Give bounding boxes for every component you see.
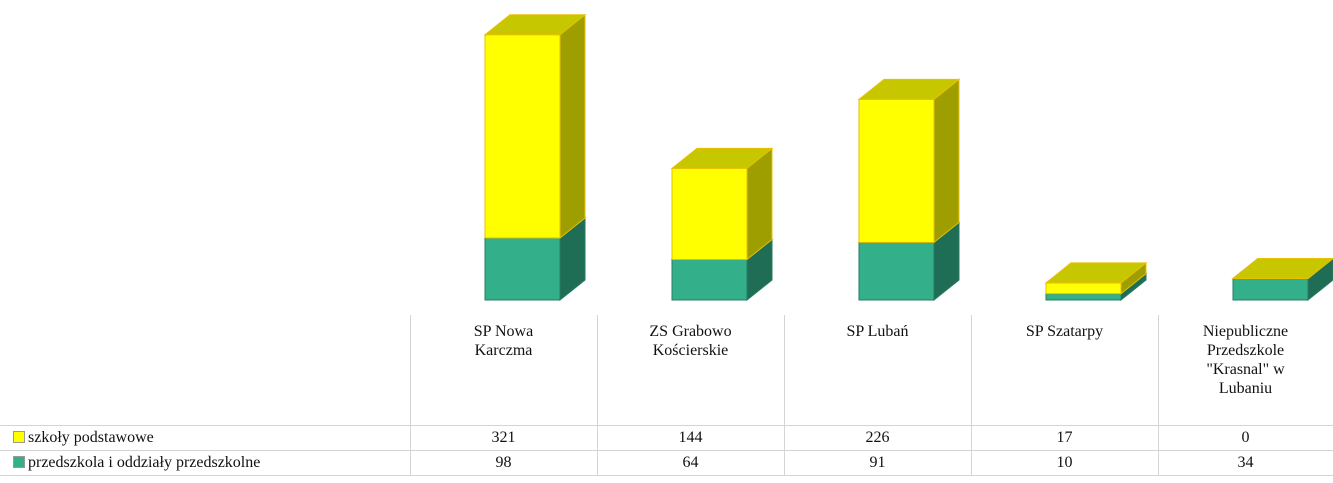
bar-side [933,78,960,244]
legend-swatch [13,456,25,468]
bar-side [559,13,586,240]
table-value: 34 [1237,454,1254,471]
table-line [0,450,1333,451]
table-value: 10 [1056,454,1073,471]
table-value: 91 [869,454,886,471]
legend-swatch [13,431,25,443]
category-text: SP Lubań [846,323,909,340]
bar-front [858,98,935,243]
bar-front [671,258,748,301]
table-line [597,315,598,475]
bar-top [483,14,587,36]
bar-top [670,147,774,169]
category-text: SP Szatarpy [1025,323,1104,340]
legend-entry: przedszkola i oddziały przedszkolne [12,453,260,472]
table-line [971,315,972,475]
bar-top [1231,257,1333,279]
table-value: 144 [678,429,703,446]
category-text: ZS Grabowo Kościerskie [649,323,732,359]
table-value: 98 [495,454,512,471]
bar-front [484,34,561,239]
category-label: SP Lubań [784,322,971,341]
table-line [410,315,411,475]
table-value: 64 [682,454,699,471]
table-line [784,315,785,475]
legend-entry: szkoły podstawowe [12,428,154,447]
bar-top [857,78,961,100]
table-value: 0 [1241,429,1250,446]
table-line [0,475,1333,476]
bar-front [1045,282,1122,295]
category-text: Niepubliczne Przedszkole "Krasnal" w Lub… [1202,323,1289,397]
category-label: ZS Grabowo Kościerskie [597,322,784,360]
table-value: 226 [865,429,890,446]
table-line [1158,315,1159,475]
bar-front [858,241,935,301]
category-label: Niepubliczne Przedszkole "Krasnal" w Lub… [1158,322,1333,398]
category-label: SP Szatarpy [971,322,1158,341]
bar-top [1044,262,1148,284]
bar-front [484,237,561,301]
legend-text: przedszkola i oddziały przedszkolne [28,454,261,471]
table-line [0,425,1333,426]
bar-front [1232,277,1309,301]
bar-front [1045,293,1122,301]
table-value: 17 [1056,429,1073,446]
legend-text: szkoły podstawowe [28,429,154,446]
category-text: SP Nowa Karczma [473,323,534,359]
table-value: 321 [491,429,516,446]
category-label: SP Nowa Karczma [410,322,597,360]
bar-front [671,167,748,260]
